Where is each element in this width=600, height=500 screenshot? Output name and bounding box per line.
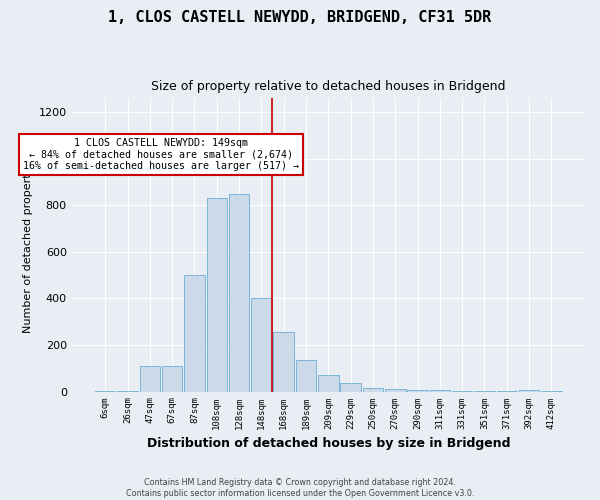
Bar (318, 376, 338, 392)
Title: Size of property relative to detached houses in Bridgend: Size of property relative to detached ho… (151, 80, 506, 93)
Y-axis label: Number of detached properties: Number of detached properties (23, 158, 33, 332)
Bar (229, 194, 250, 392)
X-axis label: Distribution of detached houses by size in Bridgend: Distribution of detached houses by size … (146, 437, 510, 450)
Bar (519, 390, 539, 392)
Bar (274, 332, 294, 392)
Bar (340, 384, 361, 392)
Bar (251, 298, 272, 392)
Text: 1, CLOS CASTELL NEWYDD, BRIDGEND, CF31 5DR: 1, CLOS CASTELL NEWYDD, BRIDGEND, CF31 5… (109, 10, 491, 25)
Bar (362, 388, 383, 392)
Bar (140, 366, 160, 392)
Bar (184, 275, 205, 392)
Bar (296, 360, 316, 392)
Bar (430, 390, 450, 392)
Bar (407, 390, 428, 392)
Text: Contains HM Land Registry data © Crown copyright and database right 2024.
Contai: Contains HM Land Registry data © Crown c… (126, 478, 474, 498)
Bar (117, 390, 138, 392)
Bar (385, 389, 406, 392)
Bar (162, 366, 182, 392)
Text: 1 CLOS CASTELL NEWYDD: 149sqm  
← 84% of detached houses are smaller (2,674)
16%: 1 CLOS CASTELL NEWYDD: 149sqm ← 84% of d… (23, 138, 299, 171)
Bar (206, 198, 227, 392)
